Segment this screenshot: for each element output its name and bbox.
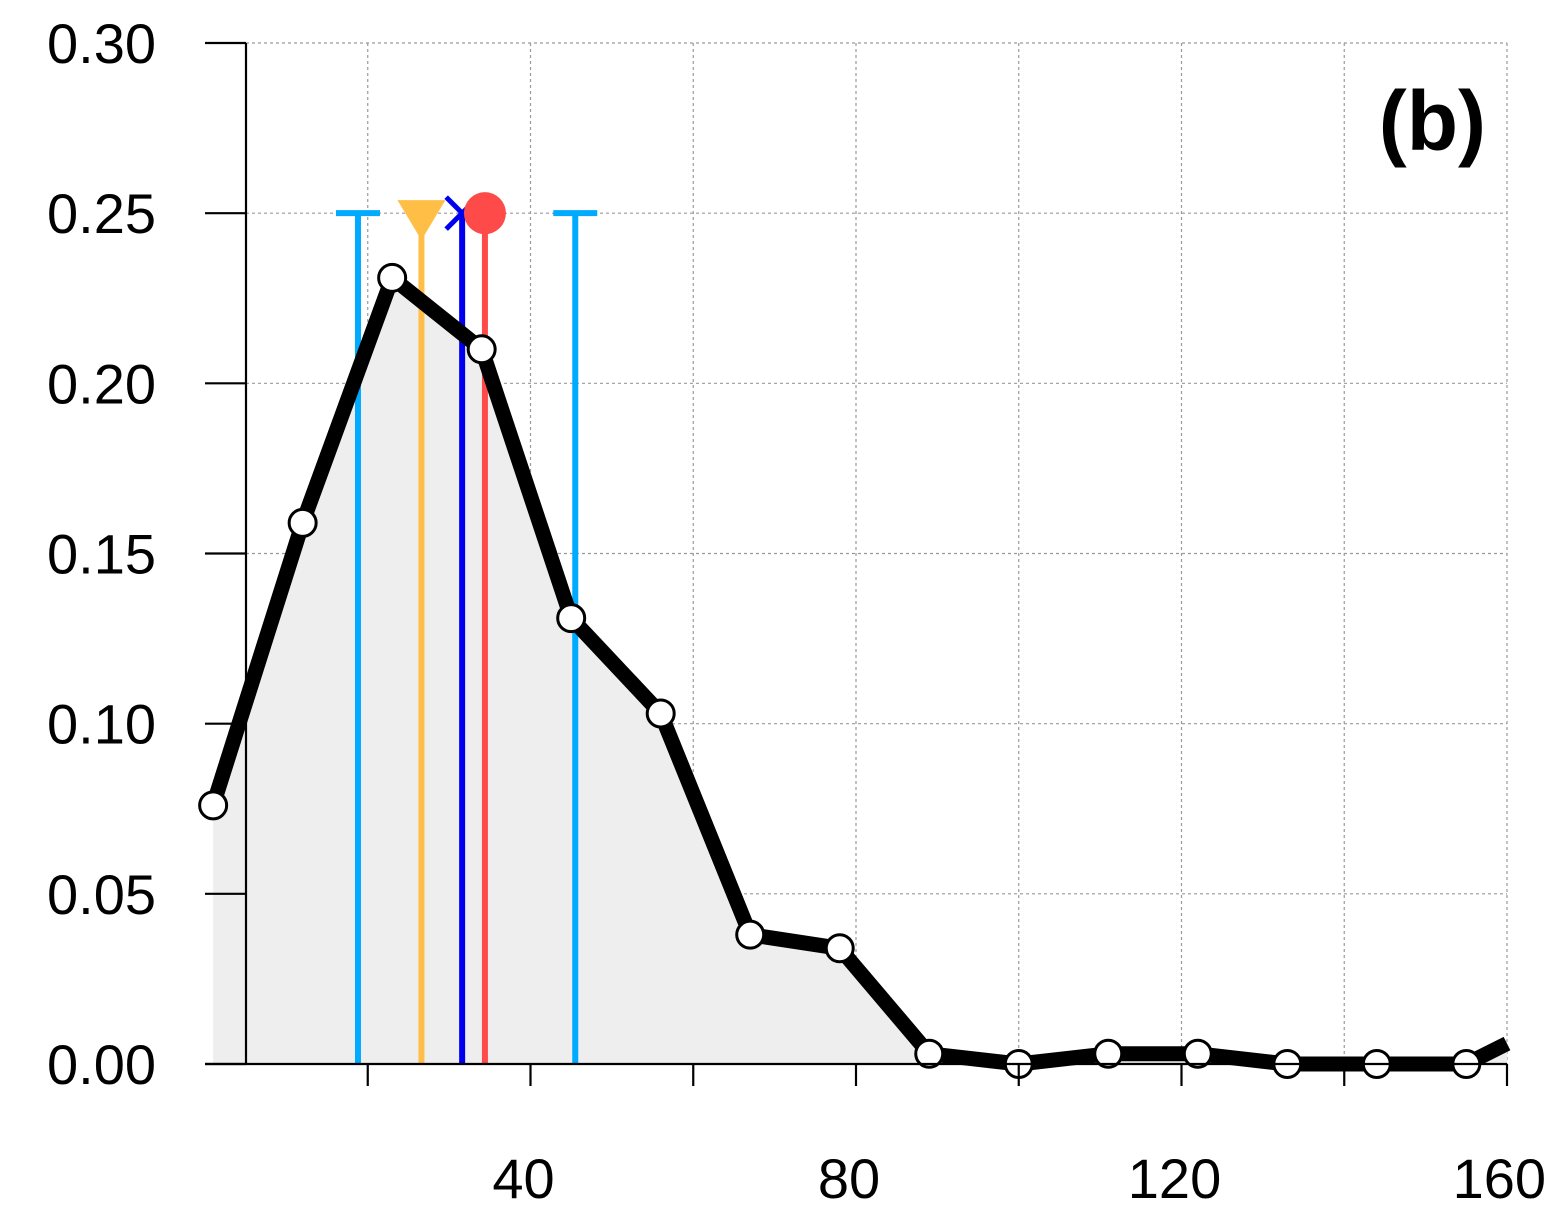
data-point-3 (466, 334, 497, 365)
data-point-7 (824, 933, 855, 964)
y-tick-label-5: 0.25 (47, 182, 156, 245)
x-tick-label-7: 160 (1453, 1147, 1546, 1206)
data-point-2 (377, 262, 408, 293)
series-markers (198, 262, 1482, 1079)
data-point-1 (287, 507, 318, 538)
data-point-0 (198, 790, 229, 821)
data-point-11 (1182, 1038, 1213, 1069)
y-tick-label-2: 0.10 (47, 693, 156, 756)
data-point-5 (645, 698, 676, 729)
x-tick-label-1: 40 (492, 1147, 554, 1206)
tick-labels: 0.00 0.05 0.10 0.15 0.20 0.25 0.30 40 80 120 160 (47, 12, 1546, 1206)
series-area-fill (213, 277, 1508, 1064)
reference-triangle-marker-1 (397, 200, 446, 241)
axes (205, 41, 1509, 1086)
reference-circle-marker-3 (463, 192, 506, 235)
panel-label: (b) (1379, 74, 1486, 168)
data-point-4 (556, 603, 587, 634)
y-tick-label-6: 0.30 (47, 12, 156, 75)
data-point-6 (735, 919, 766, 950)
x-tick-label-3: 80 (818, 1147, 880, 1206)
y-tick-label-0: 0.00 (47, 1033, 156, 1096)
y-tick-label-3: 0.15 (47, 523, 156, 586)
y-tick-label-1: 0.05 (47, 863, 156, 926)
x-tick-label-5: 120 (1128, 1147, 1221, 1206)
y-tick-label-4: 0.20 (47, 352, 156, 415)
data-point-10 (1093, 1038, 1124, 1069)
data-point-8 (914, 1038, 945, 1069)
